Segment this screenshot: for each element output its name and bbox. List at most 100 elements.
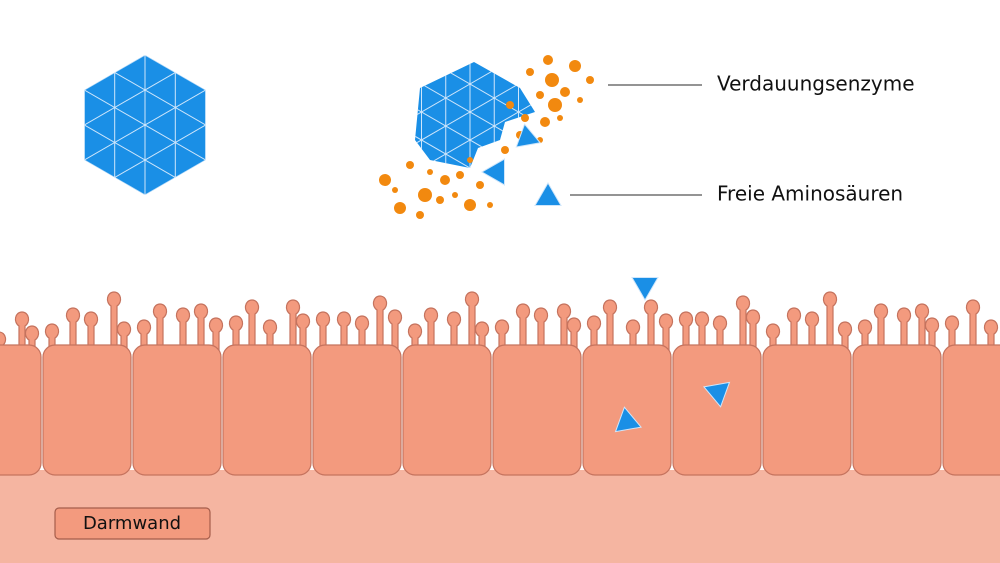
microvillus <box>745 309 761 361</box>
amino-acid <box>515 123 542 148</box>
enzyme-dot <box>521 114 529 122</box>
microvillus <box>643 299 659 361</box>
microvillus <box>315 311 331 361</box>
microvillus <box>387 309 403 361</box>
enzyme-dot <box>456 171 464 179</box>
facet-line <box>415 62 535 168</box>
enzyme-dot <box>569 60 581 72</box>
enzyme-dot <box>540 117 550 127</box>
microvillus <box>965 299 981 361</box>
enzyme-dot <box>543 55 553 65</box>
cell <box>402 344 492 476</box>
enzyme-dot <box>536 91 544 99</box>
facet-line <box>84 55 206 195</box>
enzyme-dot <box>452 192 458 198</box>
microvillus <box>106 291 122 361</box>
cell <box>852 344 942 476</box>
cell <box>42 344 132 476</box>
facet-line <box>415 62 535 168</box>
enzyme-dot <box>487 202 493 208</box>
microvillus <box>822 291 838 361</box>
facet-line <box>415 62 535 168</box>
microvillus <box>857 319 873 361</box>
microvillus <box>533 307 549 361</box>
microvillus <box>944 315 960 361</box>
microvillus <box>372 295 388 361</box>
microvillus <box>175 307 191 361</box>
enzyme-dot <box>464 199 476 211</box>
microvillus <box>556 303 572 361</box>
microvillus <box>24 325 40 361</box>
microvillus <box>336 311 352 361</box>
microvillus <box>786 307 802 361</box>
enzyme-dot <box>379 174 391 186</box>
enzyme-dot <box>467 157 473 163</box>
cell <box>942 344 1000 476</box>
cell <box>222 344 312 476</box>
enzyme-dot <box>427 169 433 175</box>
facet-line <box>84 55 206 195</box>
amino-acid <box>481 158 505 186</box>
microvillus <box>116 321 132 361</box>
enzyme-dot <box>526 68 534 76</box>
amino-acid <box>631 277 659 302</box>
microvillus <box>285 299 301 361</box>
microvillus <box>136 319 152 361</box>
microvillus <box>228 315 244 361</box>
protein <box>84 55 206 195</box>
microvillus <box>914 303 930 361</box>
microvillus <box>735 295 751 361</box>
microvillus <box>602 299 618 361</box>
facet-line <box>84 55 206 195</box>
amino-acid <box>534 181 562 206</box>
microvillus <box>295 313 311 361</box>
label: Verdauungsenzyme <box>717 72 915 96</box>
microvillus <box>193 303 209 361</box>
cell <box>672 344 762 476</box>
enzyme-dot <box>506 101 514 109</box>
microvillus <box>44 323 60 361</box>
microvillus <box>152 303 168 361</box>
cell <box>312 344 402 476</box>
microvillus <box>446 311 462 361</box>
enzyme-dot <box>501 146 509 154</box>
enzyme-dot <box>392 187 398 193</box>
facet-line <box>415 62 535 168</box>
microvillus <box>83 311 99 361</box>
label-box <box>54 507 211 540</box>
amino-acid <box>614 406 643 433</box>
cells <box>0 344 1000 476</box>
microvillus <box>407 323 423 361</box>
enzyme-dot <box>440 175 450 185</box>
facet-line <box>415 62 535 150</box>
microvillus <box>208 317 224 361</box>
amino-acid <box>702 381 731 408</box>
facet-line <box>84 55 206 195</box>
enzyme-dot <box>560 87 570 97</box>
microvillus <box>658 313 674 361</box>
microvillus <box>474 321 490 361</box>
microvillus <box>804 311 820 361</box>
enzyme-dot <box>406 161 414 169</box>
microvillus <box>494 319 510 361</box>
microvillus <box>464 291 480 361</box>
cell <box>132 344 222 476</box>
facet-line <box>84 55 206 195</box>
microvillus <box>983 319 999 361</box>
microvillus <box>678 311 694 361</box>
microvilli <box>0 291 999 361</box>
facet-line <box>415 62 535 168</box>
proteins <box>84 55 535 195</box>
cell <box>0 344 42 476</box>
enzyme-dot <box>436 196 444 204</box>
cell <box>492 344 582 476</box>
label: Freie Aminosäuren <box>717 182 903 206</box>
microvillus <box>694 311 710 361</box>
microvillus <box>262 319 278 361</box>
microvillus <box>873 303 889 361</box>
microvillus <box>354 315 370 361</box>
microvillus <box>14 311 30 361</box>
enzyme-dot <box>557 115 563 121</box>
microvillus <box>765 323 781 361</box>
